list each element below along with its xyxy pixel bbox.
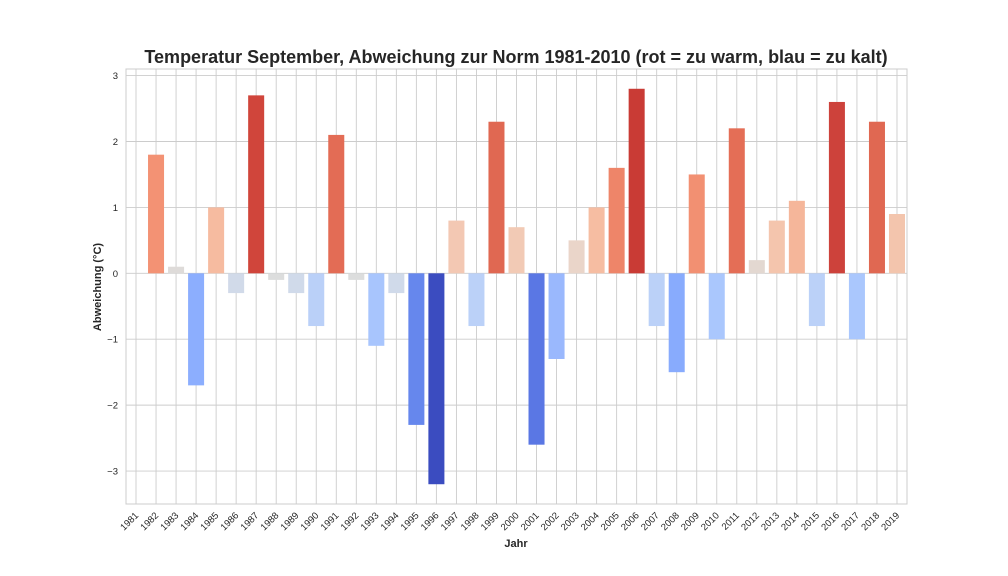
- bar-2016: [828, 101, 845, 274]
- bar-1997: [448, 220, 465, 274]
- bar-1999: [488, 121, 505, 274]
- x-tick-label: 1998: [459, 510, 482, 533]
- x-tick-label: 2014: [779, 510, 802, 533]
- bar-2004: [588, 207, 605, 274]
- x-tick-label: 2012: [739, 510, 762, 533]
- bar-2018: [868, 121, 885, 274]
- bar-2019: [888, 214, 905, 274]
- x-tick-label: 2008: [659, 510, 682, 533]
- x-tick-label: 1995: [399, 510, 422, 533]
- bar-2005: [608, 167, 625, 274]
- y-tick-label: 2: [113, 137, 118, 148]
- bar-1983: [168, 266, 185, 274]
- x-tick-label: 1989: [279, 510, 302, 533]
- x-tick-label: 1999: [479, 510, 502, 533]
- x-tick-label: 2013: [759, 510, 782, 533]
- bar-2010: [708, 273, 725, 340]
- bar-1993: [368, 273, 385, 346]
- bar-1996: [428, 273, 445, 485]
- bar-1990: [308, 273, 325, 327]
- y-tick-label: 1: [113, 203, 118, 214]
- x-tick-label: 2015: [799, 510, 822, 533]
- bar-2006: [628, 88, 645, 274]
- x-tick-label: 1990: [299, 510, 322, 533]
- bar-2013: [768, 220, 785, 274]
- bar-2011: [728, 128, 745, 274]
- x-tick-label: 2000: [499, 510, 522, 533]
- x-tick-label: 1986: [219, 510, 242, 533]
- bar-2017: [848, 273, 865, 340]
- bar-1984: [188, 273, 205, 386]
- bar-2001: [528, 273, 545, 445]
- y-tick-label: −3: [107, 467, 118, 478]
- bar-2000: [508, 227, 525, 274]
- bar-2014: [788, 200, 805, 274]
- bar-2015: [808, 273, 825, 327]
- x-tick-label: 1994: [379, 510, 402, 533]
- bar-1989: [288, 273, 305, 294]
- bar-2002: [548, 273, 565, 359]
- bar-2003: [568, 240, 585, 274]
- x-tick-label: 1988: [259, 510, 282, 533]
- plot-frame: [125, 68, 908, 505]
- x-tick-label: 1993: [359, 510, 382, 533]
- x-tick-label: 1982: [138, 510, 161, 533]
- bar-1985: [208, 207, 225, 274]
- x-tick-label: 1984: [178, 510, 201, 533]
- x-axis-label: Jahr: [504, 538, 528, 550]
- bar-1998: [468, 273, 485, 327]
- x-tick-label: 2006: [619, 510, 642, 533]
- x-tick-label: 2011: [720, 510, 742, 532]
- x-tick-label: 1981: [118, 510, 141, 533]
- x-tick-label: 2004: [579, 510, 602, 533]
- bar-1982: [148, 154, 165, 274]
- y-tick-label: 3: [113, 71, 118, 82]
- bar-1995: [408, 273, 425, 425]
- x-tick-label: 2003: [559, 510, 582, 533]
- x-tick-label: 2016: [819, 510, 842, 533]
- x-tick-labels: 1981198219831984198519861987198819891990…: [118, 510, 902, 533]
- bar-1994: [388, 273, 405, 294]
- x-tick-label: 2018: [859, 510, 882, 533]
- bar-2009: [688, 174, 705, 274]
- x-tick-label: 2007: [639, 510, 662, 533]
- chart-title: Temperatur September, Abweichung zur Nor…: [144, 47, 887, 67]
- bar-1992: [348, 273, 365, 280]
- y-axis-label: Abweichung (°C): [92, 243, 104, 331]
- bar-1988: [268, 273, 285, 280]
- x-tick-label: 2005: [599, 510, 622, 533]
- x-tick-label: 2010: [699, 510, 722, 533]
- bar-2007: [648, 273, 665, 327]
- y-tick-label: 0: [113, 269, 118, 280]
- x-tick-label: 1983: [158, 510, 181, 533]
- y-tick-labels: −3 −2 −1 0 1 2 3: [107, 71, 118, 477]
- x-tick-label: 2019: [879, 510, 902, 533]
- bar-1986: [228, 273, 245, 294]
- x-tick-label: 2001: [519, 510, 542, 533]
- x-tick-label: 1996: [419, 510, 442, 533]
- x-tick-label: 1992: [339, 510, 362, 533]
- bar-2012: [748, 260, 765, 274]
- bar-2008: [668, 273, 685, 373]
- x-tick-label: 2017: [839, 510, 862, 533]
- x-tick-label: 1987: [239, 510, 262, 533]
- x-tick-label: 2009: [679, 510, 702, 533]
- y-tick-label: −2: [107, 401, 118, 412]
- x-tick-label: 1997: [439, 510, 462, 533]
- y-tick-label: −1: [107, 335, 118, 346]
- x-tick-label: 1991: [319, 510, 342, 533]
- bars: [148, 88, 905, 485]
- x-tick-label: 1985: [199, 510, 222, 533]
- bar-1987: [248, 95, 265, 274]
- bar-1991: [328, 134, 345, 274]
- x-tick-label: 2002: [539, 510, 562, 533]
